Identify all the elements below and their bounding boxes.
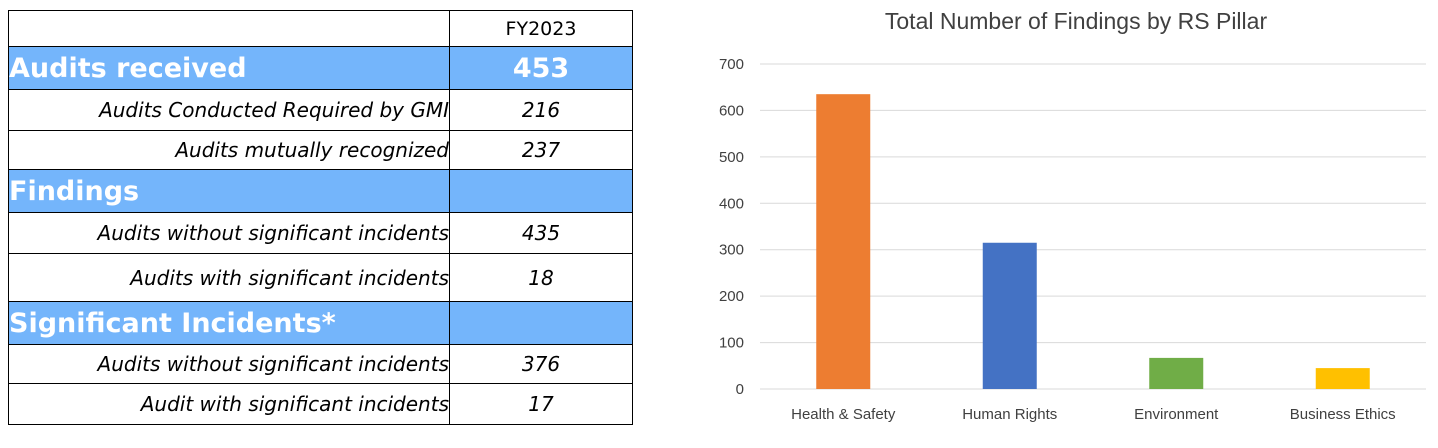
row-label: Audits with significant incidents — [8, 253, 450, 302]
table-row: Audits without significant incidents 435 — [8, 212, 633, 254]
section-value — [449, 301, 633, 345]
bar-business-ethics — [1315, 368, 1370, 389]
y-axis-ticks: 0 100 200 300 400 500 600 700 — [719, 56, 744, 398]
row-value: 18 — [449, 253, 633, 302]
section-label: Findings — [8, 169, 450, 213]
findings-bar-chart: Total Number of Findings by RS Pillar 0 1… — [719, 8, 1426, 423]
table-header-row: FY2023 — [8, 10, 633, 47]
y-tick-label: 300 — [719, 242, 744, 259]
row-label: Audits mutually recognized — [8, 130, 450, 170]
chart-title: Total Number of Findings by RS Pillar — [885, 8, 1268, 34]
chart-bars — [816, 94, 1370, 389]
x-tick-label: Environment — [1134, 406, 1219, 423]
row-label: Audit with significant incidents — [8, 383, 450, 425]
bar-environment — [1149, 357, 1204, 389]
x-tick-label: Business Ethics — [1290, 406, 1396, 423]
x-axis-labels: Health & Safety Human Rights Environment Bu… — [791, 406, 1396, 423]
y-tick-label: 500 — [719, 149, 744, 166]
row-value: 376 — [449, 344, 633, 384]
header-empty-cell — [8, 10, 450, 47]
section-row-significant-incidents: Significant Incidents* — [8, 301, 633, 345]
section-row-findings: Findings — [8, 169, 633, 213]
bar-human-rights — [982, 242, 1037, 389]
row-label: Audits without significant incidents — [8, 344, 450, 384]
y-tick-label: 600 — [719, 102, 744, 119]
x-tick-label: Human Rights — [962, 406, 1057, 423]
header-fy2023: FY2023 — [449, 10, 633, 47]
audit-summary-table: FY2023 Audits received 453 Audits Conduc… — [8, 10, 633, 425]
bar-health-safety — [816, 94, 871, 389]
row-label: Audits Conducted Required by GMI — [8, 89, 450, 131]
section-row-audits-received: Audits received 453 — [8, 46, 633, 90]
row-label: Audits without significant incidents — [8, 212, 450, 254]
y-tick-label: 100 — [719, 335, 744, 352]
table-row: Audit with significant incidents 17 — [8, 383, 633, 425]
y-tick-label: 700 — [719, 56, 744, 73]
table-row: Audits without significant incidents 376 — [8, 344, 633, 384]
y-tick-label: 400 — [719, 195, 744, 212]
row-value: 17 — [449, 383, 633, 425]
y-tick-label: 0 — [736, 381, 744, 398]
x-tick-label: Health & Safety — [791, 406, 896, 423]
table-row: Audits mutually recognized 237 — [8, 130, 633, 170]
section-value — [449, 169, 633, 213]
row-value: 237 — [449, 130, 633, 170]
section-label: Audits received — [8, 46, 450, 90]
row-value: 435 — [449, 212, 633, 254]
y-tick-label: 200 — [719, 288, 744, 305]
table-row: Audits Conducted Required by GMI 216 — [8, 89, 633, 131]
section-value: 453 — [449, 46, 633, 90]
table-row: Audits with significant incidents 18 — [8, 253, 633, 302]
row-value: 216 — [449, 89, 633, 131]
section-label: Significant Incidents* — [8, 301, 450, 345]
chart-gridlines — [760, 63, 1426, 390]
